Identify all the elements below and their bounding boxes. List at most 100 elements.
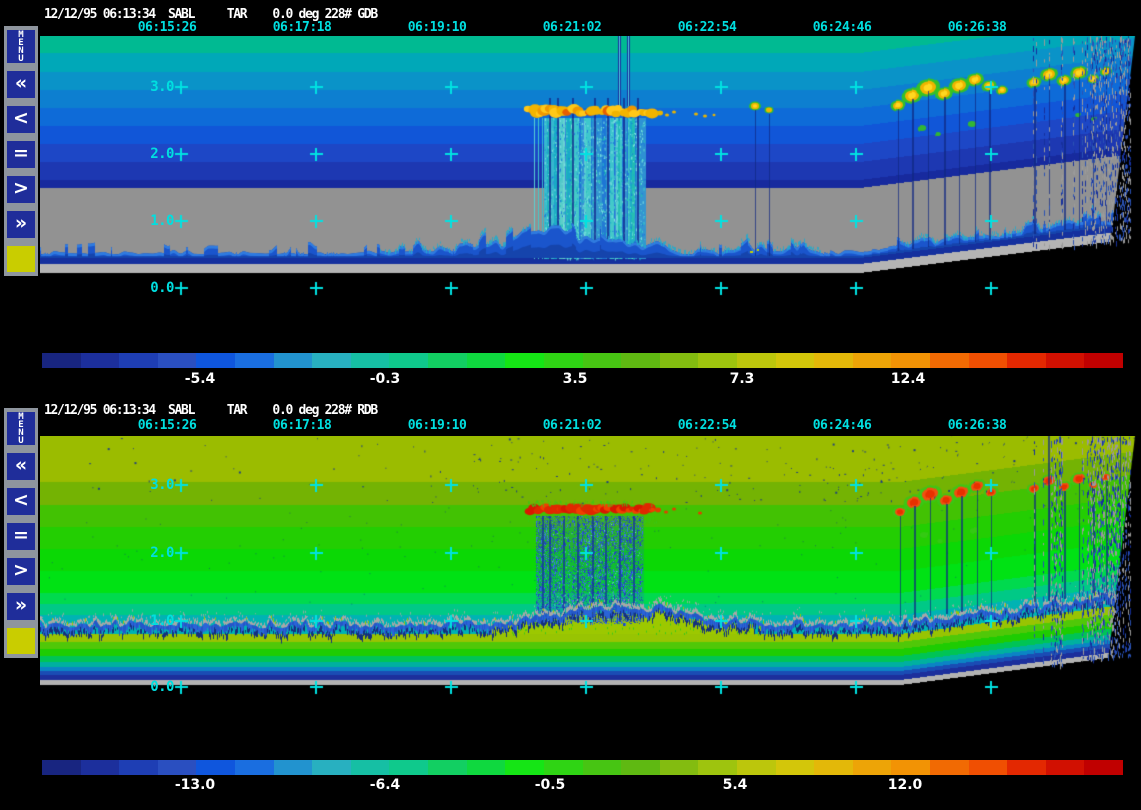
time-tick-label: 06:17:18	[272, 418, 332, 433]
colorbar-segment	[466, 353, 506, 368]
colorbar-segment	[42, 353, 81, 368]
fast-forward-button[interactable]: »	[7, 593, 35, 620]
colorbar-segment	[428, 353, 467, 368]
colorbar-segment	[466, 760, 506, 775]
fast-rewind-button[interactable]: «	[7, 71, 35, 98]
colorbar-segment	[814, 760, 853, 775]
colorbar-scale-label: 12.0	[887, 777, 923, 793]
colorbar-segment	[1084, 760, 1124, 775]
colorbar-segment	[389, 760, 429, 775]
colorbar-segment	[543, 353, 583, 368]
fast-rewind-button[interactable]: «	[7, 453, 35, 480]
colorbar-segment	[1007, 353, 1046, 368]
colorbar-scale-label: -13.0	[174, 777, 216, 793]
colorbar-segment	[968, 353, 1008, 368]
time-tick-label: 06:24:46	[812, 418, 872, 433]
step-forward-button[interactable]: >	[7, 558, 35, 585]
time-tick-label: 06:15:26	[137, 418, 197, 433]
colorbar-segment	[582, 760, 622, 775]
colorbar-segment	[350, 353, 390, 368]
time-tick-label: 06:17:18	[272, 20, 332, 35]
colorbar-segment	[930, 760, 969, 775]
colorbar-segment	[196, 353, 236, 368]
depth-tick-label: 1.0	[150, 613, 174, 629]
rdb-echogram	[40, 436, 1141, 712]
colorbar-segment	[698, 353, 737, 368]
colorbar-segment	[350, 760, 390, 775]
colorbar-segment	[80, 353, 120, 368]
colorbar-segment	[157, 353, 197, 368]
colorbar-segment	[775, 353, 815, 368]
colorbar-scale-label: 12.4	[890, 371, 926, 387]
gdb-colorbar	[42, 353, 1124, 368]
gdb-header: 12/12/95 06:13:34 SABL TAR 0.0 deg 228# …	[44, 7, 378, 22]
time-tick-label: 06:22:54	[677, 418, 737, 433]
colorbar-segment	[42, 760, 81, 775]
colorbar-segment	[312, 760, 351, 775]
time-tick-label: 06:26:38	[947, 20, 1007, 35]
gdb-echogram	[40, 36, 1141, 310]
colorbar-segment	[1084, 353, 1124, 368]
depth-tick-label: 1.0	[150, 213, 174, 229]
colorbar-scale-label: -0.5	[534, 777, 566, 793]
rdb-colorbar	[42, 760, 1124, 775]
colorbar-scale-label: 3.5	[562, 371, 588, 387]
fast-forward-button[interactable]: »	[7, 211, 35, 238]
colorbar-segment	[621, 353, 660, 368]
step-forward-button[interactable]: >	[7, 176, 35, 203]
rdb-sidebar: M E N U « < = > »	[4, 408, 38, 658]
colorbar-segment	[543, 760, 583, 775]
colorbar-segment	[1045, 760, 1085, 775]
step-back-button[interactable]: <	[7, 488, 35, 515]
colorbar-segment	[389, 353, 429, 368]
pause-button[interactable]: =	[7, 523, 35, 550]
colorbar-segment	[775, 760, 815, 775]
colorbar-segment	[582, 353, 622, 368]
colorbar-segment	[659, 760, 699, 775]
colorbar-segment	[157, 760, 197, 775]
depth-tick-label: 3.0	[150, 79, 174, 95]
colorbar-segment	[505, 760, 544, 775]
colorbar-segment	[428, 760, 467, 775]
time-tick-label: 06:22:54	[677, 20, 737, 35]
colorbar-scale-label: -5.4	[184, 371, 216, 387]
colorbar-segment	[814, 353, 853, 368]
depth-tick-label: 0.0	[150, 679, 174, 695]
pause-button[interactable]: =	[7, 141, 35, 168]
step-back-button[interactable]: <	[7, 106, 35, 133]
colorbar-segment	[852, 760, 892, 775]
time-tick-label: 06:26:38	[947, 418, 1007, 433]
depth-tick-label: 2.0	[150, 545, 174, 561]
colorbar-segment	[698, 760, 737, 775]
colorbar-segment	[235, 353, 274, 368]
colorbar-segment	[1007, 760, 1046, 775]
time-tick-label: 06:21:02	[542, 20, 602, 35]
colorbar-scale-label: -6.4	[369, 777, 401, 793]
colorbar-segment	[736, 760, 776, 775]
colorbar-segment	[119, 353, 158, 368]
colorbar-scale-label: 5.4	[722, 777, 748, 793]
colorbar-scale-label: 7.3	[729, 371, 755, 387]
colorbar-segment	[891, 353, 931, 368]
colorbar-segment	[119, 760, 158, 775]
colorbar-segment	[1045, 353, 1085, 368]
depth-tick-label: 3.0	[150, 477, 174, 493]
colorbar-segment	[659, 353, 699, 368]
depth-tick-label: 0.0	[150, 280, 174, 296]
colorbar-segment	[968, 760, 1008, 775]
colorbar-segment	[852, 353, 892, 368]
time-tick-label: 06:15:26	[137, 20, 197, 35]
time-tick-label: 06:21:02	[542, 418, 602, 433]
color-swatch-button[interactable]	[7, 246, 35, 272]
rdb-header: 12/12/95 06:13:34 SABL TAR 0.0 deg 228# …	[44, 403, 378, 418]
colorbar-segment	[891, 760, 931, 775]
menu-button[interactable]: M E N U	[7, 412, 35, 445]
colorbar-segment	[196, 760, 236, 775]
menu-button[interactable]: M E N U	[7, 30, 35, 63]
colorbar-segment	[235, 760, 274, 775]
colorbar-segment	[273, 353, 313, 368]
gdb-sidebar: M E N U « < = > »	[4, 26, 38, 276]
color-swatch-button[interactable]	[7, 628, 35, 654]
colorbar-segment	[312, 353, 351, 368]
